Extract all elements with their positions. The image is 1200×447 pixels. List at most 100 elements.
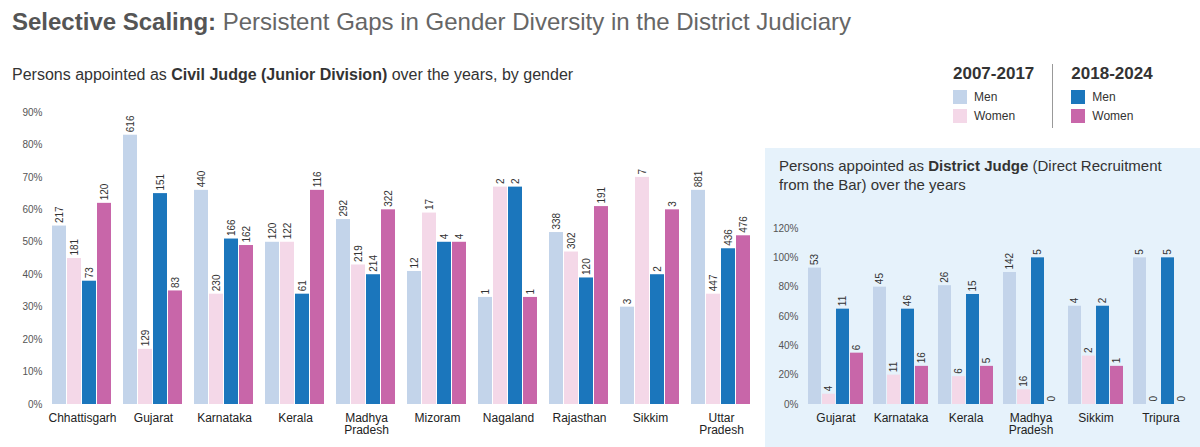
- svg-text:Sikkim: Sikkim: [1078, 411, 1113, 425]
- svg-text:Tripura: Tripura: [1142, 411, 1180, 425]
- svg-text:MadhyaPradesh: MadhyaPradesh: [1009, 411, 1054, 437]
- svg-text:166: 166: [226, 219, 237, 236]
- svg-text:0: 0: [1046, 396, 1057, 402]
- svg-text:4: 4: [1069, 297, 1080, 303]
- svg-text:1: 1: [525, 288, 536, 294]
- svg-text:5: 5: [981, 357, 992, 363]
- svg-text:436: 436: [723, 229, 734, 246]
- svg-text:447: 447: [708, 274, 719, 291]
- svg-text:230: 230: [211, 274, 222, 291]
- svg-text:476: 476: [738, 216, 749, 233]
- svg-text:Karnataka: Karnataka: [874, 411, 929, 425]
- svg-text:0: 0: [1176, 396, 1187, 402]
- svg-text:292: 292: [338, 199, 349, 216]
- svg-text:4: 4: [823, 385, 834, 391]
- svg-text:40%: 40%: [22, 269, 42, 280]
- svg-text:338: 338: [551, 212, 562, 229]
- svg-text:0: 0: [1148, 396, 1159, 402]
- svg-text:120: 120: [581, 258, 592, 275]
- svg-text:26: 26: [939, 271, 950, 283]
- svg-text:4: 4: [439, 233, 450, 239]
- svg-text:83: 83: [170, 276, 181, 288]
- svg-text:73: 73: [84, 267, 95, 279]
- svg-text:5: 5: [1134, 249, 1145, 255]
- svg-text:120%: 120%: [773, 223, 799, 234]
- svg-text:3: 3: [622, 298, 633, 304]
- svg-text:12: 12: [409, 257, 420, 269]
- svg-text:2: 2: [1083, 347, 1094, 353]
- svg-text:11: 11: [888, 361, 899, 372]
- svg-text:Rajasthan: Rajasthan: [552, 411, 606, 425]
- svg-text:181: 181: [69, 238, 80, 255]
- svg-text:45: 45: [874, 273, 885, 285]
- svg-text:30%: 30%: [22, 301, 42, 312]
- svg-text:80%: 80%: [778, 281, 798, 292]
- svg-text:881: 881: [693, 170, 704, 187]
- svg-text:440: 440: [196, 170, 207, 187]
- svg-text:15: 15: [967, 280, 978, 292]
- svg-text:MadhyaPradesh: MadhyaPradesh: [344, 411, 389, 437]
- svg-text:46: 46: [902, 295, 913, 307]
- svg-text:50%: 50%: [22, 236, 42, 247]
- svg-text:2: 2: [1097, 297, 1108, 303]
- svg-text:Mizoram: Mizoram: [414, 411, 460, 425]
- svg-text:162: 162: [241, 225, 252, 242]
- svg-text:5: 5: [1032, 249, 1043, 255]
- svg-text:214: 214: [368, 255, 379, 272]
- svg-text:16: 16: [1018, 375, 1029, 387]
- html-text:Selective Scaling: Persistent: Selective Scaling: Persistent Gaps in Ge…: [12, 8, 851, 35]
- svg-text:4: 4: [454, 233, 465, 239]
- svg-text:16: 16: [916, 352, 927, 364]
- svg-text:40%: 40%: [778, 340, 798, 351]
- svg-text:Gujarat: Gujarat: [134, 411, 174, 425]
- svg-text:90%: 90%: [22, 107, 42, 118]
- svg-text:20%: 20%: [22, 334, 42, 345]
- svg-text:6: 6: [953, 368, 964, 374]
- svg-text:217: 217: [54, 206, 65, 223]
- svg-text:Chhattisgarh: Chhattisgarh: [48, 411, 116, 425]
- svg-text:219: 219: [353, 245, 364, 262]
- svg-text:10%: 10%: [22, 366, 42, 377]
- svg-text:6: 6: [851, 344, 862, 350]
- svg-text:191: 191: [596, 186, 607, 203]
- svg-text:60%: 60%: [778, 311, 798, 322]
- html-text:2007-2017: 2007-2017: [953, 64, 1035, 83]
- svg-text:11: 11: [837, 295, 848, 306]
- svg-text:17: 17: [424, 199, 435, 211]
- svg-text:120: 120: [267, 222, 278, 239]
- svg-text:129: 129: [140, 329, 151, 346]
- svg-text:53: 53: [809, 254, 820, 266]
- svg-text:61: 61: [297, 280, 308, 292]
- svg-text:0%: 0%: [784, 399, 799, 410]
- svg-text:0%: 0%: [28, 399, 43, 410]
- svg-text:122: 122: [282, 222, 293, 239]
- svg-text:120: 120: [99, 183, 110, 200]
- svg-text:UttarPradesh: UttarPradesh: [699, 411, 744, 437]
- svg-text:116: 116: [312, 171, 323, 187]
- svg-text:20%: 20%: [778, 369, 798, 380]
- html-text:Persons appointed as District: Persons appointed as District Judge (Dir…: [779, 157, 1162, 193]
- svg-text:70%: 70%: [22, 172, 42, 183]
- svg-text:Gujarat: Gujarat: [816, 411, 856, 425]
- svg-text:151: 151: [155, 173, 166, 190]
- svg-text:5: 5: [1162, 249, 1173, 255]
- svg-text:2: 2: [495, 178, 506, 184]
- svg-text:Sikkim: Sikkim: [633, 411, 668, 425]
- svg-text:302: 302: [566, 232, 577, 249]
- svg-text:7: 7: [637, 168, 648, 174]
- svg-text:1: 1: [1111, 357, 1122, 363]
- svg-text:3: 3: [667, 201, 678, 207]
- svg-text:Kerala: Kerala: [278, 411, 313, 425]
- svg-text:Nagaland: Nagaland: [483, 411, 534, 425]
- svg-text:322: 322: [383, 190, 394, 207]
- svg-text:2: 2: [652, 266, 663, 272]
- svg-text:1: 1: [480, 288, 491, 294]
- svg-text:Karnataka: Karnataka: [197, 411, 252, 425]
- svg-text:60%: 60%: [22, 204, 42, 215]
- svg-text:80%: 80%: [22, 139, 42, 150]
- svg-text:100%: 100%: [773, 252, 799, 263]
- svg-text:Kerala: Kerala: [949, 411, 984, 425]
- svg-text:616: 616: [125, 115, 136, 132]
- svg-text:2: 2: [510, 178, 521, 184]
- svg-text:142: 142: [1004, 252, 1015, 269]
